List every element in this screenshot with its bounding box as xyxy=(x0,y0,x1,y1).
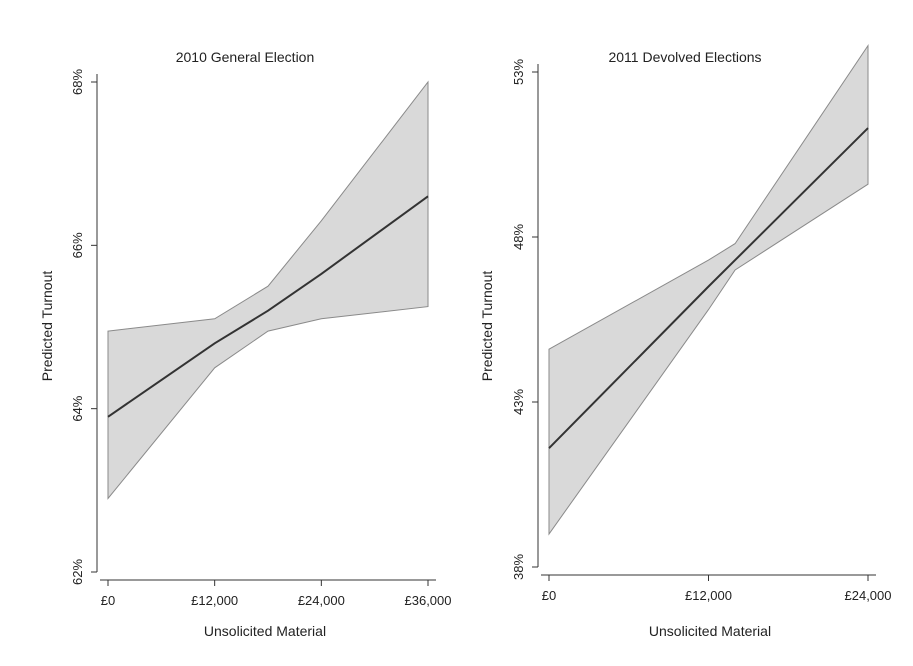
fitted-line xyxy=(548,127,869,449)
chart-title: 2011 Devolved Elections xyxy=(608,49,761,65)
confidence-band xyxy=(548,43,869,536)
chart-panel-1: 2010 General Election 62% 64% 66% 68% £0 £12,0… xyxy=(39,49,452,639)
x-axis-label: Unsolicited Material xyxy=(204,623,326,639)
x-tick-label: £24,000 xyxy=(298,593,345,608)
chart-title: 2010 General Election xyxy=(176,49,315,65)
x-axis-label: Unsolicited Material xyxy=(649,623,771,639)
x-tick-label: £0 xyxy=(542,588,556,603)
chart-panel-2: 2011 Devolved Elections 38% 43% 48% 53% £0 £12… xyxy=(479,43,892,639)
y-tick-label: 68% xyxy=(70,69,85,95)
y-tick-label: 64% xyxy=(70,395,85,421)
y-tick-label: 43% xyxy=(511,389,526,415)
fitted-line xyxy=(107,195,429,418)
y-tick-label: 53% xyxy=(511,59,526,85)
y-tick-label: 66% xyxy=(70,232,85,258)
y-axis-label: Predicted Turnout xyxy=(39,271,55,382)
x-tick-label: £12,000 xyxy=(685,588,732,603)
x-tick-label: £0 xyxy=(101,593,115,608)
x-tick-label: £12,000 xyxy=(191,593,238,608)
y-tick-label: 48% xyxy=(511,224,526,250)
y-tick-label: 62% xyxy=(70,559,85,585)
y-tick-label: 38% xyxy=(511,554,526,580)
y-axis-label: Predicted Turnout xyxy=(479,271,495,382)
confidence-band xyxy=(107,80,429,500)
x-tick-label: £36,000 xyxy=(405,593,452,608)
x-tick-label: £24,000 xyxy=(845,588,892,603)
